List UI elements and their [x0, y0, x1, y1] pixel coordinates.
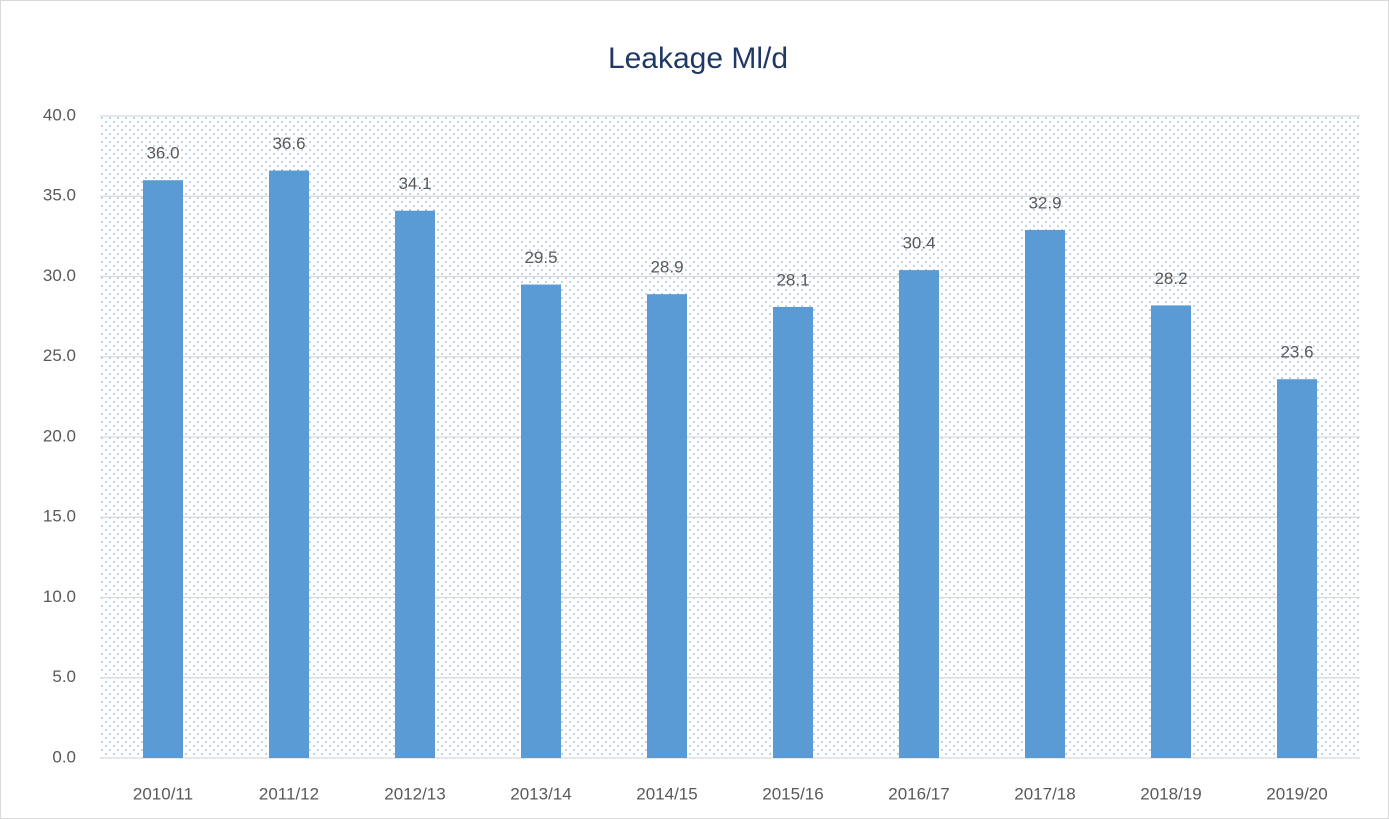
data-label: 23.6	[1280, 343, 1313, 362]
bar	[1151, 305, 1191, 758]
bar	[395, 210, 435, 758]
y-tick-label: 40.0	[43, 105, 76, 124]
data-label: 32.9	[1028, 193, 1061, 212]
y-tick-label: 5.0	[52, 667, 76, 686]
data-label: 28.2	[1154, 269, 1187, 288]
x-tick-label: 2010/11	[133, 784, 193, 803]
data-label: 28.1	[776, 270, 809, 289]
chart-title: Leakage Ml/d	[608, 42, 788, 75]
data-label: 30.4	[902, 234, 935, 253]
x-tick-label: 2018/19	[1140, 784, 1201, 803]
x-tick-label: 2019/20	[1266, 784, 1327, 803]
bar	[521, 284, 561, 758]
y-tick-label: 20.0	[43, 426, 76, 445]
x-tick-label: 2014/15	[636, 784, 697, 803]
bar	[773, 306, 813, 758]
bar	[269, 170, 309, 758]
data-label: 36.0	[146, 144, 179, 163]
x-tick-label: 2015/16	[762, 784, 823, 803]
y-tick-label: 0.0	[52, 747, 76, 766]
data-label: 28.9	[650, 258, 683, 277]
y-tick-label: 30.0	[43, 266, 76, 285]
x-tick-label: 2013/14	[510, 784, 571, 803]
bar	[143, 180, 183, 758]
y-tick-label: 25.0	[43, 346, 76, 365]
bar	[647, 294, 687, 758]
y-tick-label: 10.0	[43, 587, 76, 606]
x-tick-label: 2011/12	[259, 784, 319, 803]
bar	[1277, 379, 1317, 758]
data-label: 36.6	[272, 134, 305, 153]
x-tick-label: 2012/13	[384, 784, 445, 803]
x-tick-label: 2016/17	[888, 784, 949, 803]
bar	[899, 270, 939, 758]
x-tick-label: 2017/18	[1014, 784, 1075, 803]
data-label: 34.1	[398, 174, 431, 193]
bar	[1025, 229, 1065, 758]
data-label: 29.5	[524, 248, 557, 267]
y-tick-label: 35.0	[43, 186, 76, 205]
y-tick-label: 15.0	[43, 507, 76, 526]
